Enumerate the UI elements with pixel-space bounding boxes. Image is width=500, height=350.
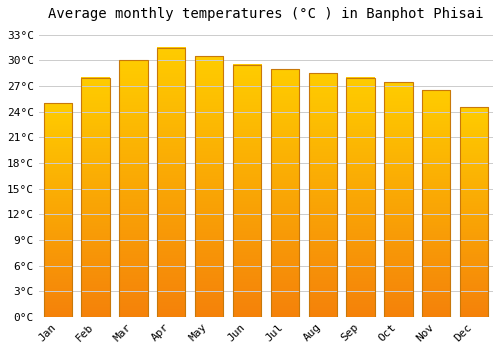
Bar [384, 82, 412, 317]
Bar [157, 48, 186, 317]
Bar [119, 61, 148, 317]
Bar [270, 69, 299, 317]
Bar [422, 90, 450, 317]
Bar [346, 78, 375, 317]
Title: Average monthly temperatures (°C ) in Banphot Phisai: Average monthly temperatures (°C ) in Ba… [48, 7, 484, 21]
Bar [44, 103, 72, 317]
Bar [308, 73, 337, 317]
Bar [82, 78, 110, 317]
Bar [233, 65, 261, 317]
Bar [195, 56, 224, 317]
Bar [460, 107, 488, 317]
